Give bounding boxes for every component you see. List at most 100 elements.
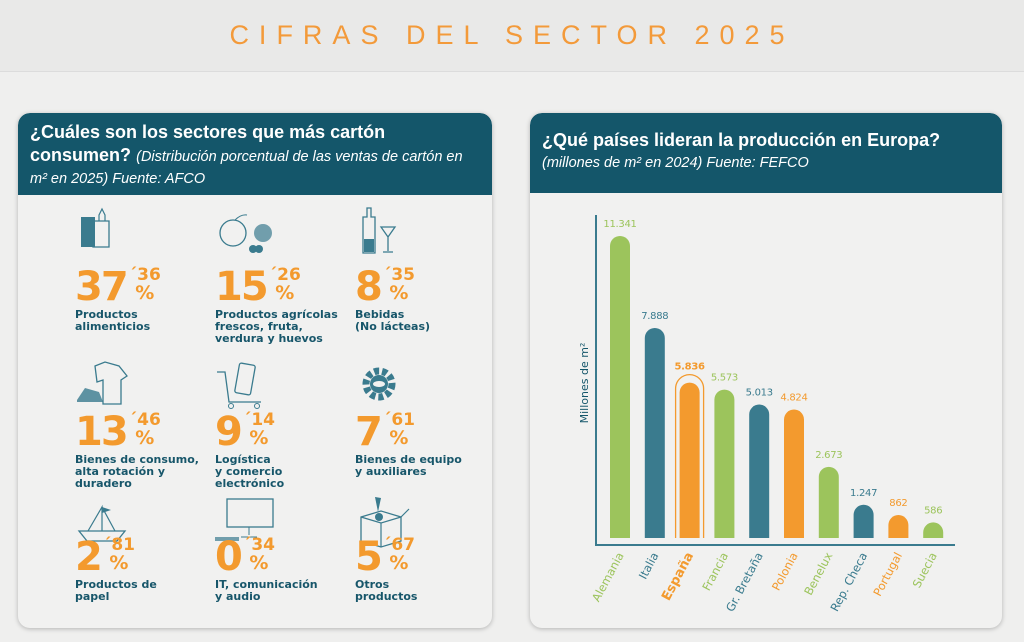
- percentage-integer: 2: [75, 534, 103, 580]
- category-label: Alemania: [589, 550, 627, 604]
- percentage-integer: 13: [75, 409, 129, 455]
- percentage-decimal: ´34: [242, 535, 276, 555]
- percent-sign: %: [249, 552, 269, 574]
- sector-label: Bienes de consumo, alta rotación y durad…: [75, 453, 199, 490]
- value-label: 586: [924, 505, 942, 516]
- sector-item: 0 ´34% IT, comunicación y audio: [215, 497, 355, 637]
- bar-portugal: [888, 515, 909, 538]
- paper-boat-icon: [77, 504, 127, 542]
- bar-rep-checa: [853, 504, 874, 538]
- sector-item: 2 ´81% Productos de papel: [75, 497, 215, 637]
- countries-subtitle: (millones de m² en 2024) Fuente: FEFCO: [542, 155, 809, 171]
- category-label: Italia: [636, 550, 662, 582]
- sector-label: Bebidas (No lácteas): [355, 308, 431, 333]
- value-label: 7.888: [641, 311, 668, 322]
- percent-sign: %: [389, 282, 409, 304]
- sector-percentage: 9 ´14%: [215, 409, 276, 455]
- sectors-card-header: ¿Cuáles son los sectores que más cartón …: [18, 113, 492, 195]
- percent-sign: %: [275, 282, 295, 304]
- percentage-decimal: ´35: [382, 265, 416, 285]
- percentage-integer: 5: [355, 534, 383, 580]
- value-label: 4.824: [780, 393, 807, 404]
- bar-españa: [679, 382, 700, 538]
- sector-percentage: 37 ´36%: [75, 265, 161, 308]
- bar-italia: [644, 327, 665, 538]
- countries-card-header: ¿Qué países lideran la producción en Eur…: [530, 113, 1002, 193]
- sector-item: 37 ´36% Productos alimenticios: [75, 205, 215, 345]
- percentage-decimal: ´14: [242, 410, 276, 430]
- category-label: Portugal: [870, 550, 905, 599]
- highlight-outline: [674, 374, 705, 538]
- sector-item: 7 ´61% Bienes de equipo y auxiliares: [355, 360, 495, 500]
- percent-sign: %: [389, 427, 409, 449]
- category-label: España: [659, 550, 697, 604]
- sectors-subtitle: (Distribución porcentual de las ventas d…: [30, 149, 463, 187]
- percentage-decimal: ´61: [382, 410, 416, 430]
- value-label: 1.247: [850, 488, 877, 499]
- sector-item: 8 ´35% Bebidas (No lácteas): [355, 205, 495, 345]
- sector-percentage: 13 ´46%: [75, 409, 161, 455]
- sectors-card: ¿Cuáles son los sectores que más cartón …: [18, 113, 492, 628]
- y-axis-label: Millones de m²: [578, 343, 591, 424]
- sector-percentage: 15 ´26%: [215, 264, 301, 310]
- top-banner: [0, 0, 1024, 72]
- percent-sign: %: [109, 552, 129, 574]
- percentage-decimal: ´81: [102, 535, 136, 555]
- category-label: Polonia: [769, 550, 801, 593]
- countries-card: ¿Qué países lideran la producción en Eur…: [530, 113, 1002, 628]
- countries-question: ¿Qué países lideran la producción en Eur…: [542, 130, 941, 150]
- value-label: 5.573: [711, 373, 738, 384]
- gear-icon: [362, 367, 396, 401]
- percent-sign: %: [135, 427, 155, 449]
- computer-icon: [215, 498, 274, 541]
- sector-item: 13 ´46% Bienes de consumo, alta rotación…: [75, 360, 215, 500]
- sector-item: 15 ´26% Productos agrícolas frescos, fru…: [215, 205, 355, 345]
- percentage-decimal: ´46: [128, 410, 161, 430]
- open-box-icon: [360, 497, 410, 548]
- percentage-integer: 7: [355, 409, 383, 455]
- sector-label: IT, comunicación y audio: [215, 578, 318, 603]
- bar-gr-bretaña: [749, 404, 770, 538]
- category-label: Francia: [699, 550, 731, 593]
- sector-label: Logística y comercio electrónico: [215, 453, 285, 490]
- value-label: 2.673: [815, 450, 842, 461]
- cart-phone-icon: [217, 362, 261, 409]
- sector-item: 9 ´14% Logística y comercio electrónico: [215, 360, 355, 500]
- sector-percentage: 7 ´61%: [355, 409, 416, 455]
- food-bags-icon: [81, 207, 110, 248]
- percentage-decimal: ´67: [382, 535, 416, 555]
- percentage-integer: 0: [215, 534, 243, 580]
- percentage-integer: 15: [215, 264, 269, 310]
- sector-label: Productos de papel: [75, 578, 157, 603]
- sectors-question: ¿Cuáles son los sectores que más cartón …: [30, 122, 386, 165]
- bottle-glass-icon: [362, 207, 397, 254]
- bar-alemania: [610, 236, 630, 538]
- percentage-decimal: ´26: [268, 265, 301, 285]
- value-label: 5.836: [675, 362, 705, 373]
- value-label: 11.341: [603, 219, 636, 230]
- value-label: 5.013: [746, 388, 773, 399]
- sector-percentage: 0 ´34%: [215, 534, 276, 580]
- bar-suecia: [923, 522, 944, 538]
- percent-sign: %: [389, 552, 409, 574]
- category-label: Suecia: [910, 550, 940, 590]
- value-label: 862: [889, 498, 907, 509]
- percent-sign: %: [135, 282, 155, 304]
- sector-item: 5 ´67% Otros productos: [355, 497, 495, 637]
- bar-francia: [714, 389, 735, 538]
- sector-percentage: 8 ´35%: [355, 264, 416, 310]
- bar-benelux: [818, 466, 839, 538]
- sector-label: Otros productos: [355, 578, 418, 603]
- sector-percentage: 2 ´81%: [75, 534, 136, 580]
- bar-polonia: [784, 409, 804, 538]
- shirt-sneaker-icon: [77, 361, 128, 405]
- percentage-integer: 9: [215, 409, 243, 455]
- sector-label: Productos alimenticios: [75, 308, 151, 333]
- percent-sign: %: [249, 427, 269, 449]
- percentage-integer: 8: [355, 264, 383, 310]
- sector-label: Productos agrícolas frescos, fruta, verd…: [215, 308, 338, 345]
- fruit-icon: [219, 214, 272, 253]
- production-bar-chart: Millones de m² 11.341 Alemania 7.888 Italia 5…: [578, 215, 955, 614]
- sector-percentage: 5 ´67%: [355, 534, 416, 580]
- percentage-decimal: ´36: [128, 265, 161, 285]
